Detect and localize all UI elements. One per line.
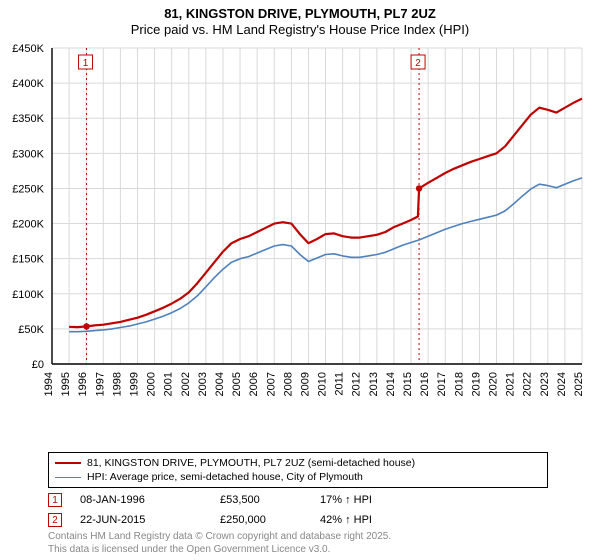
attribution-line: Contains HM Land Registry data © Crown c… [48,531,391,544]
chart-svg: £0£50K£100K£150K£200K£250K£300K£350K£400… [46,44,590,414]
svg-text:1995: 1995 [60,372,72,396]
svg-text:2005: 2005 [231,372,243,396]
sale-rel: 42% ↑ HPI [320,514,430,526]
chart-area: £0£50K£100K£150K£200K£250K£300K£350K£400… [46,44,590,414]
svg-text:£0: £0 [32,359,44,371]
svg-text:2000: 2000 [146,372,158,396]
svg-text:1996: 1996 [77,372,89,396]
sale-date: 08-JAN-1996 [80,494,220,506]
svg-text:£250K: £250K [12,183,44,195]
svg-text:2019: 2019 [470,372,482,396]
legend-label: HPI: Average price, semi-detached house,… [87,470,363,484]
svg-text:1999: 1999 [128,372,140,396]
svg-text:2014: 2014 [385,372,397,396]
attribution-line: This data is licensed under the Open Gov… [48,544,391,557]
svg-text:£150K: £150K [12,254,44,266]
svg-text:£300K: £300K [12,148,44,160]
svg-text:£400K: £400K [12,78,44,90]
table-row: 2 22-JUN-2015 £250,000 42% ↑ HPI [48,510,430,530]
chart-container: 81, KINGSTON DRIVE, PLYMOUTH, PL7 2UZ Pr… [0,0,600,560]
svg-text:2009: 2009 [299,372,311,396]
svg-text:2013: 2013 [368,372,380,396]
title-line1: 81, KINGSTON DRIVE, PLYMOUTH, PL7 2UZ [0,6,600,22]
svg-text:2022: 2022 [522,372,534,396]
svg-text:2007: 2007 [265,372,277,396]
sale-marker-num: 1 [48,493,62,507]
svg-text:2: 2 [415,58,421,69]
svg-text:1994: 1994 [43,372,55,396]
svg-text:2024: 2024 [556,372,568,396]
svg-text:£450K: £450K [12,43,44,55]
svg-text:2025: 2025 [573,372,585,396]
legend-row: 81, KINGSTON DRIVE, PLYMOUTH, PL7 2UZ (s… [55,456,541,470]
legend-label: 81, KINGSTON DRIVE, PLYMOUTH, PL7 2UZ (s… [87,456,415,470]
svg-text:2001: 2001 [163,372,175,396]
attribution: Contains HM Land Registry data © Crown c… [48,531,391,556]
svg-text:2020: 2020 [488,372,500,396]
svg-text:2021: 2021 [505,372,517,396]
sales-table: 1 08-JAN-1996 £53,500 17% ↑ HPI 2 22-JUN… [48,490,430,530]
svg-text:2015: 2015 [402,372,414,396]
svg-text:2018: 2018 [453,372,465,396]
svg-text:2016: 2016 [419,372,431,396]
svg-text:2012: 2012 [351,372,363,396]
svg-text:2004: 2004 [214,372,226,396]
sale-price: £53,500 [220,494,320,506]
svg-text:2008: 2008 [282,372,294,396]
svg-text:£100K: £100K [12,289,44,301]
legend-row: HPI: Average price, semi-detached house,… [55,470,541,484]
sale-rel: 17% ↑ HPI [320,494,430,506]
legend-swatch [55,477,81,478]
svg-text:2023: 2023 [539,372,551,396]
svg-text:2010: 2010 [317,372,329,396]
svg-text:2003: 2003 [197,372,209,396]
svg-text:1: 1 [83,58,89,69]
svg-text:2006: 2006 [248,372,260,396]
title-line2: Price paid vs. HM Land Registry's House … [0,22,600,38]
svg-text:£50K: £50K [18,324,44,336]
sale-marker-num: 2 [48,513,62,527]
svg-text:2002: 2002 [180,372,192,396]
sale-price: £250,000 [220,514,320,526]
legend-swatch [55,462,81,464]
sale-date: 22-JUN-2015 [80,514,220,526]
svg-text:1997: 1997 [94,372,106,396]
svg-text:1998: 1998 [111,372,123,396]
legend: 81, KINGSTON DRIVE, PLYMOUTH, PL7 2UZ (s… [48,452,548,488]
svg-text:£200K: £200K [12,219,44,231]
svg-text:£350K: £350K [12,113,44,125]
svg-text:2011: 2011 [334,372,346,396]
table-row: 1 08-JAN-1996 £53,500 17% ↑ HPI [48,490,430,510]
svg-text:2017: 2017 [436,372,448,396]
title-block: 81, KINGSTON DRIVE, PLYMOUTH, PL7 2UZ Pr… [0,0,600,39]
